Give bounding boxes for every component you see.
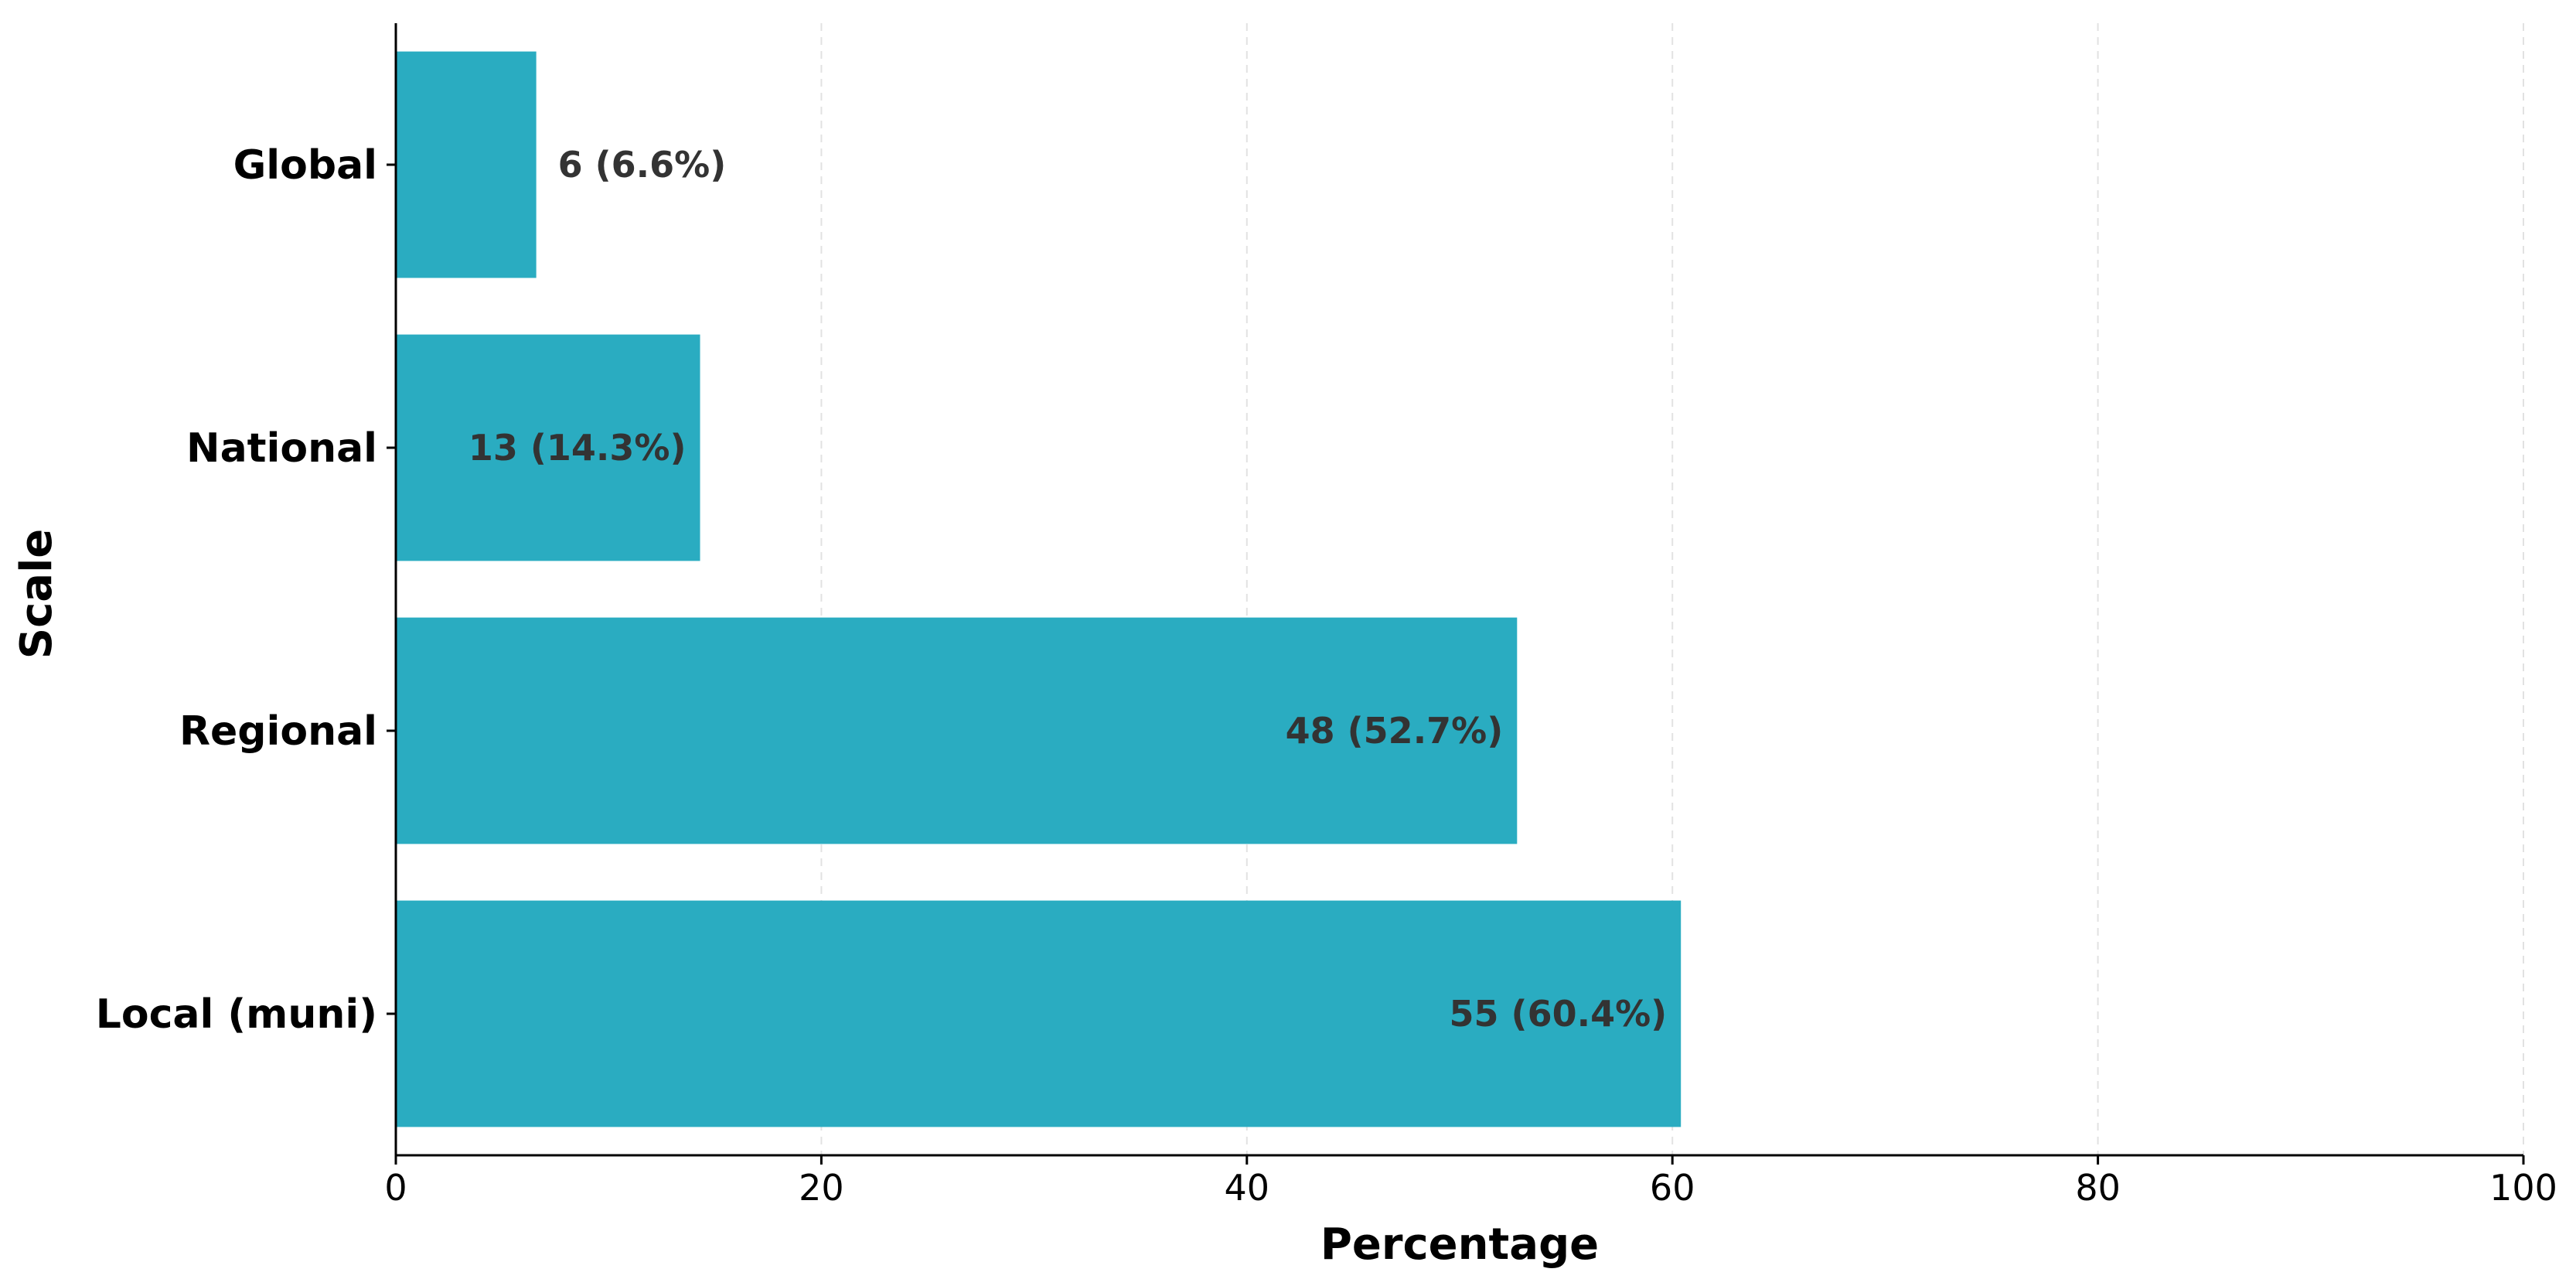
x-tick-label: 0 xyxy=(384,1167,407,1209)
axes xyxy=(394,23,2523,1157)
bar xyxy=(396,334,700,561)
category-label: Regional xyxy=(179,708,377,755)
x-axis-title: Percentage xyxy=(1320,1219,1599,1270)
data-label: 13 (14.3%) xyxy=(469,427,687,469)
x-tick-label: 80 xyxy=(2075,1167,2121,1209)
category-label: National xyxy=(186,425,377,472)
bar xyxy=(396,51,537,278)
x-tick-label: 40 xyxy=(1225,1167,1270,1209)
category-label: Global xyxy=(233,142,377,189)
x-tick-label: 60 xyxy=(1650,1167,1695,1209)
bar xyxy=(396,617,1518,844)
data-label: 55 (60.4%) xyxy=(1450,993,1668,1035)
x-tick-label: 100 xyxy=(2489,1167,2557,1209)
grid-lines xyxy=(820,23,2524,1155)
y-category-labels: Global National Regional Local (muni) xyxy=(96,142,396,1038)
category-label: Local (muni) xyxy=(96,991,377,1038)
data-label: 48 (52.7%) xyxy=(1286,710,1504,752)
data-labels: 6 (6.6%) 13 (14.3%) 48 (52.7%) 55 (60.4%) xyxy=(469,144,1667,1035)
x-ticks: 0 20 40 60 80 100 xyxy=(384,1155,2557,1209)
data-label: 6 (6.6%) xyxy=(558,144,727,186)
bar xyxy=(396,900,1682,1127)
y-axis-title: Scale xyxy=(12,529,62,660)
x-tick-label: 20 xyxy=(799,1167,844,1209)
bars xyxy=(396,51,1682,1127)
